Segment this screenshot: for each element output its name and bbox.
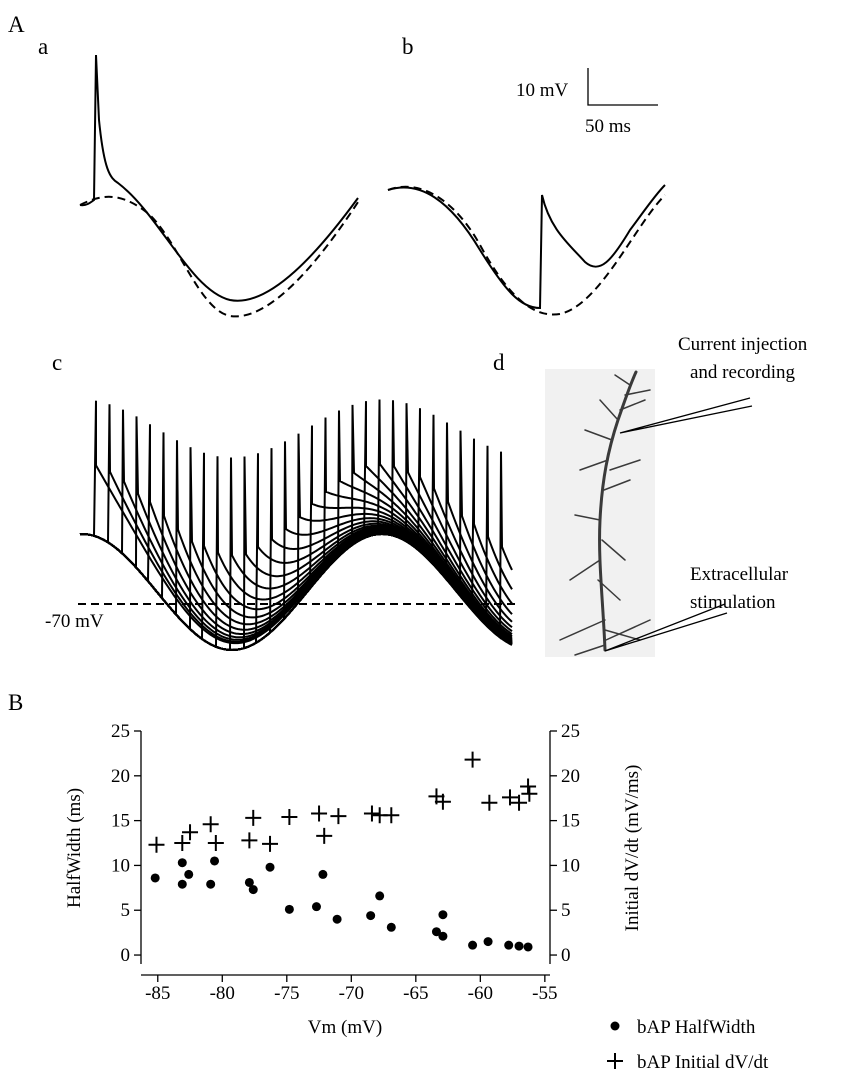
point xyxy=(262,835,279,852)
annotation: Current injection xyxy=(678,334,808,355)
scale-label: 10 mV xyxy=(516,80,569,101)
point xyxy=(468,940,478,950)
point xyxy=(244,877,254,887)
point xyxy=(210,856,220,866)
point xyxy=(330,808,347,825)
y-tick-label: 10 xyxy=(111,855,130,876)
trace xyxy=(79,532,513,652)
x-tick-label: -75 xyxy=(274,983,299,1004)
point xyxy=(434,793,451,810)
point xyxy=(284,904,294,914)
x-tick-label: -85 xyxy=(145,983,170,1004)
point xyxy=(438,931,448,941)
point xyxy=(174,835,191,852)
point xyxy=(265,862,275,872)
x-tick-label: -60 xyxy=(468,983,493,1004)
point xyxy=(241,832,258,849)
trace-group xyxy=(79,399,513,652)
point xyxy=(521,785,538,802)
x-axis-label: Vm (mV) xyxy=(308,1017,382,1038)
annotation: and recording xyxy=(690,362,795,383)
y2-axis-label: Initial dV/dt (mV/ms) xyxy=(622,765,643,932)
level-label: -70 mV xyxy=(45,611,104,632)
trace xyxy=(79,54,359,302)
pointer xyxy=(619,397,753,434)
point xyxy=(177,858,187,868)
point xyxy=(375,891,385,901)
point xyxy=(438,910,448,920)
y-tick-label: 0 xyxy=(121,945,131,966)
y2-tick-label: 5 xyxy=(561,900,571,921)
y2-tick-label: 20 xyxy=(561,766,580,787)
x-tick-label: -65 xyxy=(403,983,428,1004)
point xyxy=(206,879,216,889)
point xyxy=(207,835,224,852)
panel-label: A xyxy=(8,12,25,37)
point xyxy=(248,885,258,895)
x-tick-label: -55 xyxy=(532,983,557,1004)
point xyxy=(366,911,376,921)
trace xyxy=(79,422,513,652)
point xyxy=(311,902,321,912)
panel-label: b xyxy=(402,34,414,59)
point xyxy=(514,941,524,951)
scale-label: 50 ms xyxy=(585,116,631,137)
panel-label: c xyxy=(52,350,62,375)
y2-tick-label: 10 xyxy=(561,855,580,876)
y2-tick-label: 0 xyxy=(561,945,571,966)
legend-label: bAP Initial dV/dt xyxy=(637,1052,769,1073)
panel-label: a xyxy=(38,34,48,59)
point xyxy=(318,869,328,879)
trace xyxy=(387,185,666,316)
legend-label: bAP HalfWidth xyxy=(637,1017,756,1038)
point xyxy=(483,937,493,947)
point xyxy=(383,807,400,824)
point xyxy=(511,794,528,811)
y-tick-label: 15 xyxy=(111,811,130,832)
point xyxy=(245,809,262,826)
point xyxy=(148,836,165,853)
panel-label: d xyxy=(493,350,505,375)
point xyxy=(332,914,342,924)
neuron xyxy=(559,370,651,656)
point xyxy=(386,922,396,932)
point xyxy=(311,805,328,822)
point xyxy=(464,751,481,768)
point xyxy=(184,869,194,879)
x-tick-label: -80 xyxy=(210,983,235,1004)
point xyxy=(316,827,333,844)
trace xyxy=(79,195,359,318)
point xyxy=(177,879,187,889)
point xyxy=(281,809,298,826)
legend-marker xyxy=(610,1021,620,1031)
point xyxy=(502,789,519,806)
point xyxy=(363,805,380,822)
y2-tick-label: 25 xyxy=(561,721,580,742)
y-tick-label: 5 xyxy=(121,900,131,921)
legend-marker xyxy=(607,1053,623,1069)
annotation: Extracellular xyxy=(690,564,789,585)
point xyxy=(202,816,219,833)
y2-tick-label: 15 xyxy=(561,811,580,832)
point xyxy=(431,927,441,937)
point xyxy=(504,940,514,950)
y-tick-label: 20 xyxy=(111,766,130,787)
point xyxy=(150,873,160,883)
point xyxy=(481,794,498,811)
scale-bar xyxy=(587,68,658,106)
x-tick-label: -70 xyxy=(339,983,364,1004)
y-axis-label: HalfWidth (ms) xyxy=(64,788,85,908)
pointer xyxy=(604,603,728,652)
panel-label: B xyxy=(8,690,23,715)
y-tick-label: 25 xyxy=(111,721,130,742)
annotation: stimulation xyxy=(690,592,776,613)
trace xyxy=(387,184,666,310)
point xyxy=(520,778,537,795)
point xyxy=(182,824,199,841)
point xyxy=(523,942,533,952)
